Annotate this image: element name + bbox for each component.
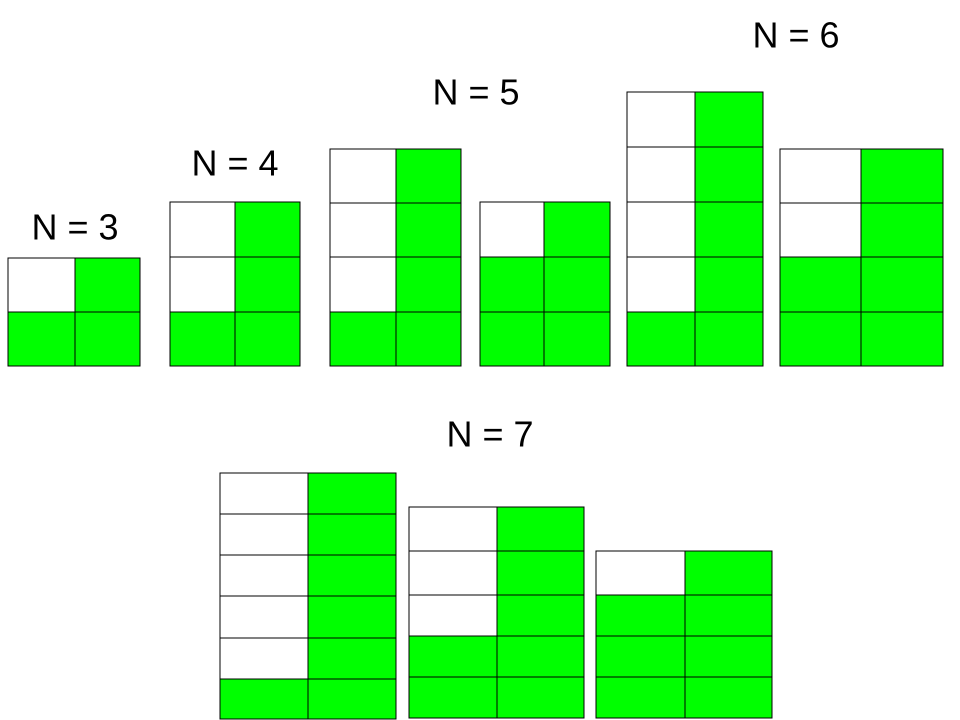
cell: [779, 148, 862, 204]
cell: [543, 311, 611, 367]
cell: [329, 202, 397, 258]
cell: [307, 554, 397, 597]
cell: [408, 676, 498, 719]
cell: [219, 513, 309, 556]
cell: [7, 257, 76, 313]
cell: [595, 550, 686, 596]
cell: [219, 554, 309, 597]
grid: [329, 148, 462, 367]
grid: [479, 201, 611, 367]
cell: [595, 676, 686, 719]
cell: [543, 201, 611, 258]
grid: [219, 472, 397, 720]
cell: [234, 201, 301, 258]
grid: [408, 506, 585, 719]
cell: [307, 595, 397, 639]
cell: [543, 256, 611, 313]
cell: [234, 311, 301, 367]
cell: [169, 201, 236, 258]
cell: [694, 256, 764, 313]
cell: [219, 678, 309, 720]
cell: [307, 637, 397, 680]
cell: [7, 311, 76, 367]
cell: [219, 472, 309, 515]
cell: [684, 635, 773, 678]
cell: [496, 594, 585, 637]
cell: [684, 550, 773, 596]
cell: [595, 635, 686, 678]
cell: [329, 256, 397, 313]
cell: [395, 256, 462, 313]
cell: [408, 594, 498, 637]
label: N = 6: [752, 15, 839, 56]
cell: [307, 513, 397, 556]
grid: [595, 550, 773, 719]
cell: [694, 91, 764, 148]
grid: [779, 148, 944, 367]
cell: [860, 202, 944, 258]
label: N = 5: [432, 72, 519, 113]
cell: [694, 146, 764, 203]
cell: [496, 635, 585, 678]
cell: [860, 148, 944, 204]
cell: [496, 550, 585, 596]
grid: [169, 201, 301, 367]
cell: [779, 311, 862, 367]
cell: [74, 257, 141, 313]
cell: [694, 311, 764, 367]
label: N = 3: [31, 207, 118, 248]
cell: [860, 256, 944, 313]
cell: [496, 676, 585, 719]
cell: [329, 311, 397, 367]
cell: [234, 256, 301, 313]
cell: [408, 506, 498, 552]
cell: [626, 311, 696, 367]
cell: [408, 635, 498, 678]
cell: [479, 311, 545, 367]
cell: [684, 676, 773, 719]
cell: [479, 201, 545, 258]
grid: [626, 91, 764, 367]
label: N = 7: [446, 414, 533, 455]
cell: [479, 256, 545, 313]
cell: [169, 256, 236, 313]
cell: [307, 678, 397, 720]
grid: [7, 257, 141, 367]
cell: [307, 472, 397, 515]
cell: [395, 148, 462, 204]
cell: [169, 311, 236, 367]
cell: [219, 595, 309, 639]
label: N = 4: [191, 143, 278, 184]
cell: [329, 148, 397, 204]
cell: [684, 594, 773, 637]
cell: [626, 201, 696, 258]
cell: [779, 202, 862, 258]
cell: [395, 202, 462, 258]
cell: [496, 506, 585, 552]
cell: [626, 256, 696, 313]
cell: [779, 256, 862, 313]
cell: [219, 637, 309, 680]
cell: [595, 594, 686, 637]
cell: [408, 550, 498, 596]
cell: [694, 201, 764, 258]
cell: [395, 311, 462, 367]
cell: [626, 91, 696, 148]
cell: [626, 146, 696, 203]
cell: [860, 311, 944, 367]
cell: [74, 311, 141, 367]
